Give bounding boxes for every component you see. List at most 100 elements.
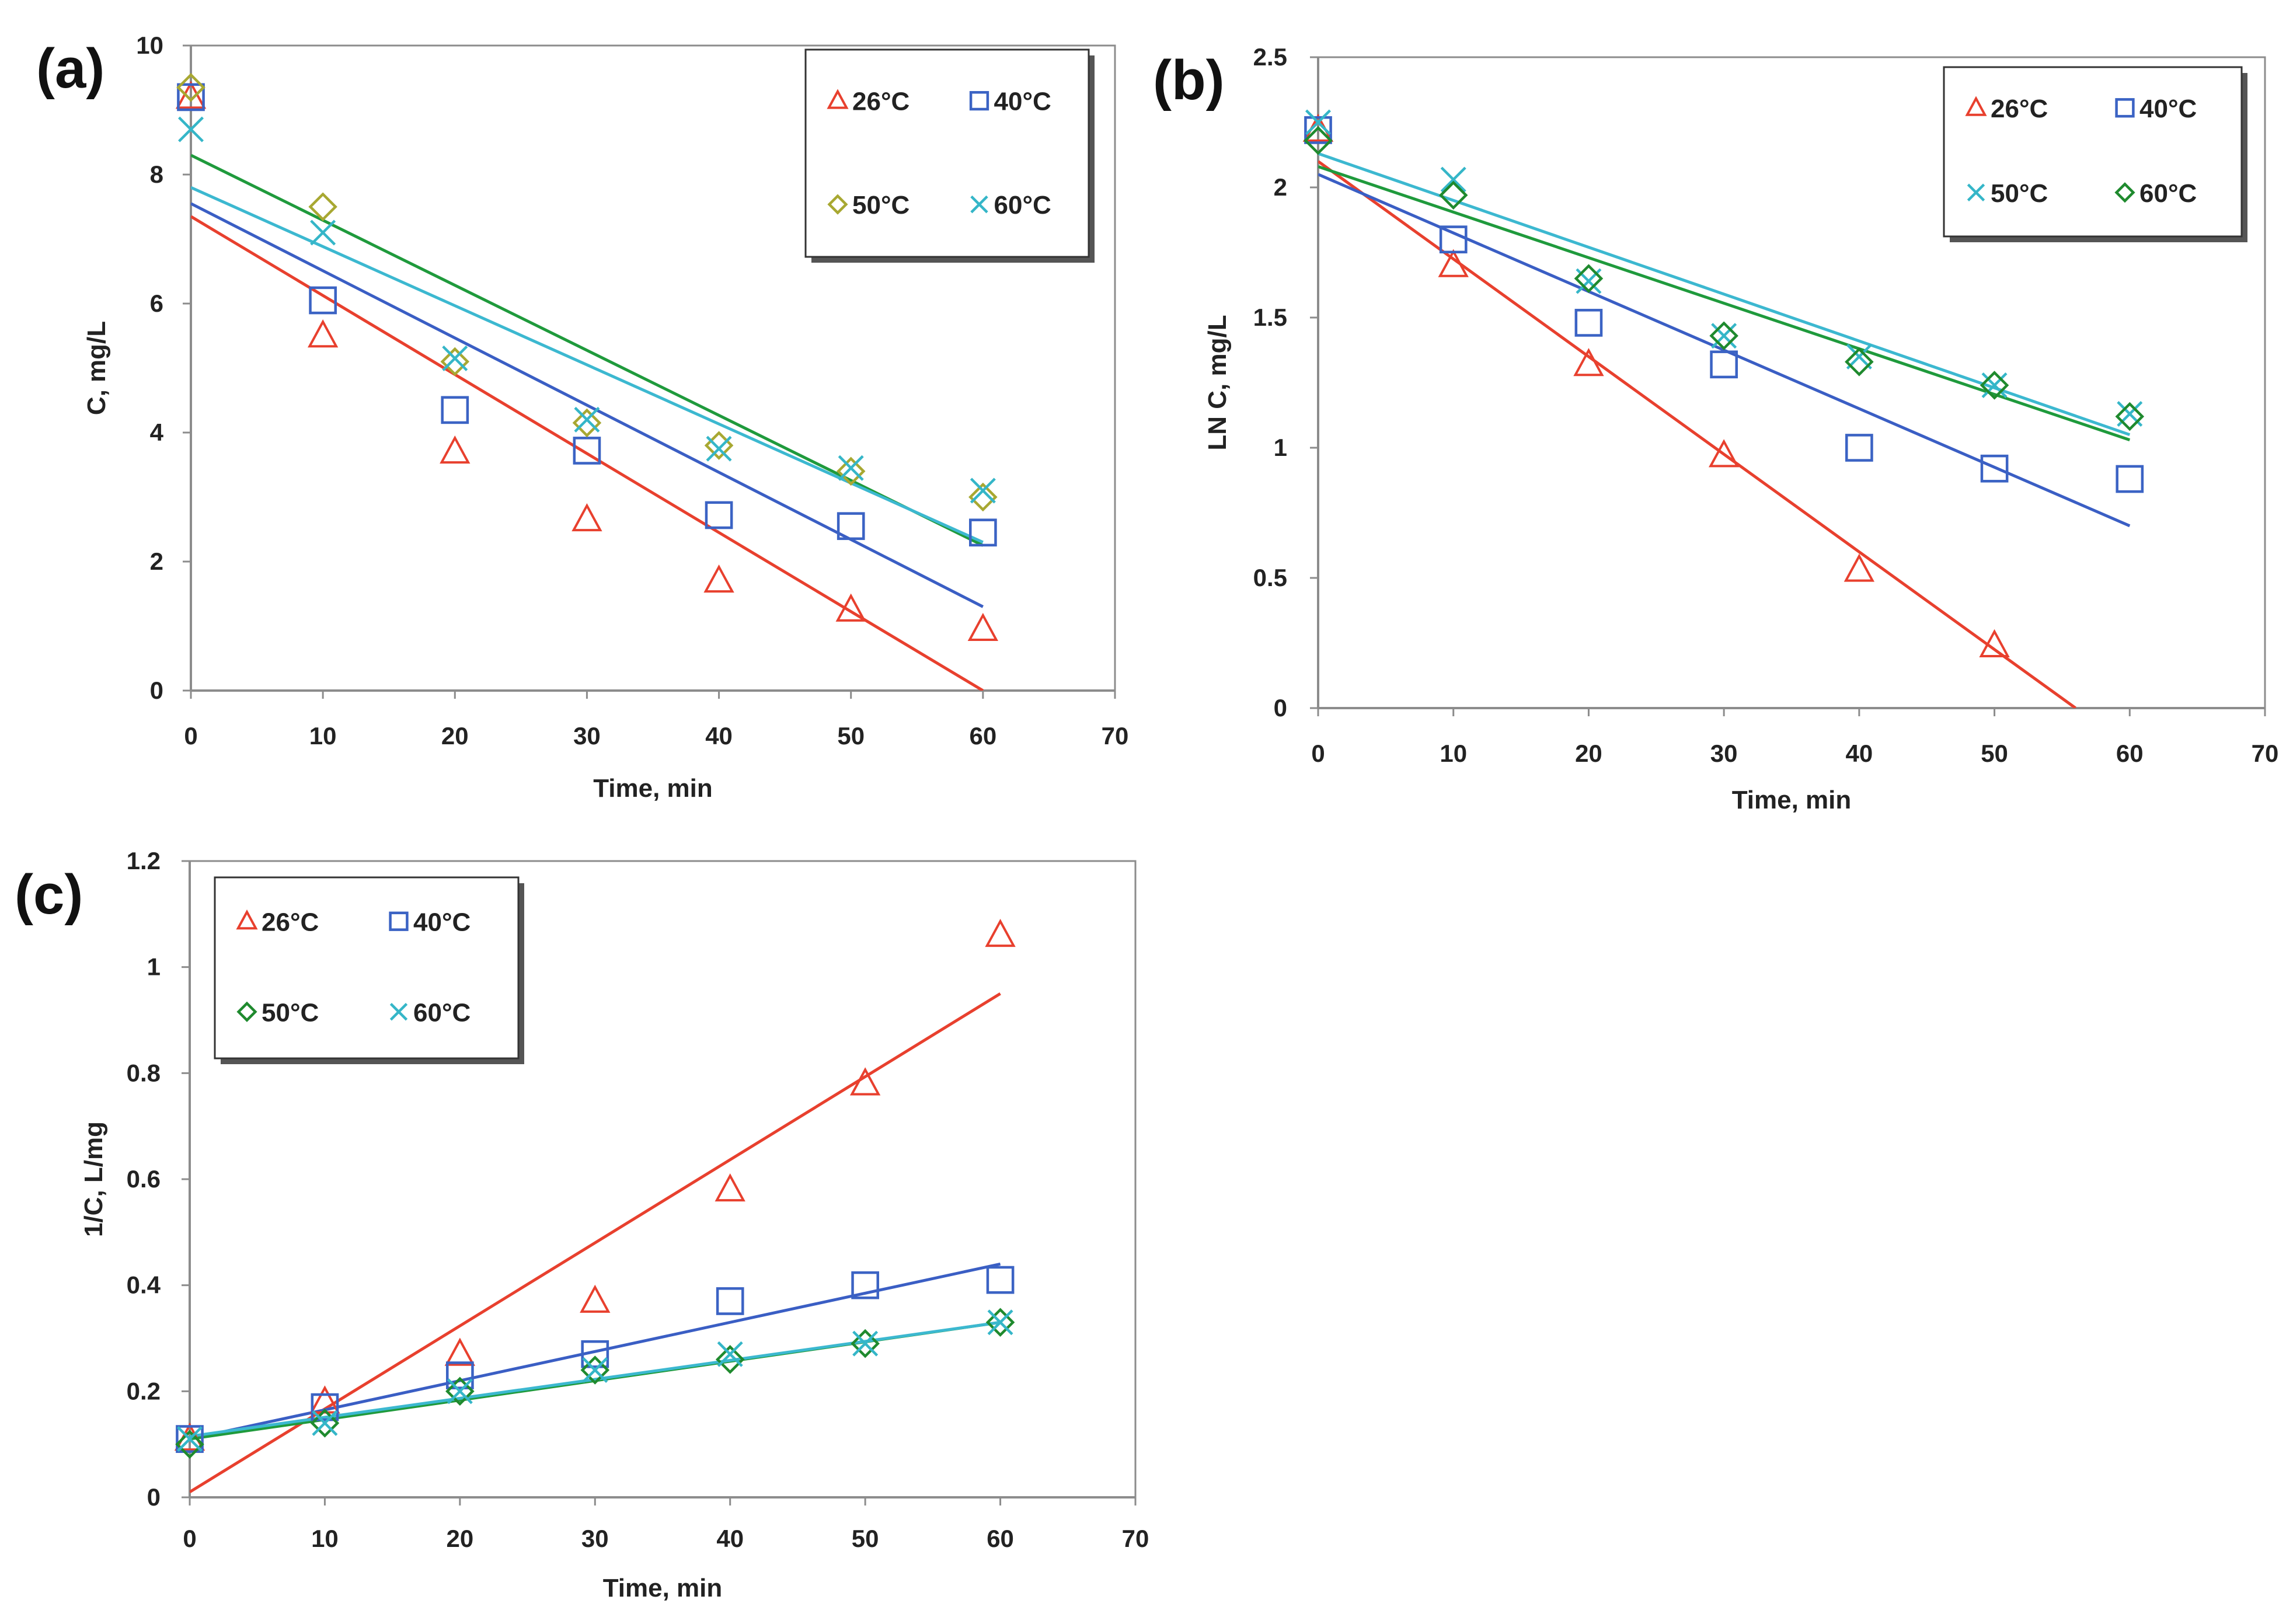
x-tick-label: 70: [1102, 722, 1129, 750]
legend-box: [1943, 66, 2243, 238]
x-tick-label: 50: [852, 1525, 879, 1552]
y-tick-label: 2.5: [1253, 43, 1287, 71]
data-point: [1981, 372, 2008, 398]
data-point: [1708, 439, 1740, 468]
y-tick-label: 2: [1274, 173, 1287, 201]
data-point: [446, 1361, 474, 1389]
data-point: [440, 435, 471, 464]
legend-marker: [1967, 183, 1985, 201]
legend-label: 40°C: [413, 908, 471, 936]
data-point: [176, 1425, 204, 1453]
x-tick-label: 40: [716, 1525, 744, 1552]
data-point: [581, 1340, 609, 1368]
y-tick-label: 1.5: [1253, 304, 1287, 331]
data-point: [1980, 454, 2009, 483]
fit-line-60c: [190, 1320, 1001, 1438]
legend-marker: [2114, 182, 2135, 203]
y-tick-label: 0: [147, 1483, 161, 1511]
data-point: [442, 345, 468, 371]
data-point: [1438, 249, 1469, 277]
x-tick-label: 30: [573, 722, 601, 750]
x-tick-label: 40: [1845, 740, 1873, 767]
legend: 26°C 40°C 50°C 60°C: [214, 876, 524, 1064]
data-point: [312, 1410, 338, 1436]
x-axis-title: Time, min: [593, 774, 713, 803]
legend-label: 40°C: [2139, 95, 2197, 123]
panel-label: (c): [15, 863, 83, 926]
legend-marker: [827, 194, 848, 215]
legend-label: 50°C: [1991, 179, 2048, 208]
x-axis-title: Time, min: [1732, 786, 1852, 814]
x-tick-label: 10: [309, 722, 337, 750]
series-40c: [1304, 116, 2144, 493]
y-tick-label: 0.2: [127, 1377, 161, 1405]
x-tick-label: 0: [184, 722, 197, 750]
data-point: [176, 73, 205, 102]
data-point: [572, 408, 602, 438]
data-point: [836, 456, 866, 486]
data-point: [969, 518, 997, 547]
series-26c: [175, 81, 999, 642]
series-60c: [1304, 126, 2145, 431]
data-point: [1711, 323, 1737, 349]
data-point: [573, 437, 601, 465]
data-point: [445, 1376, 475, 1406]
data-point: [2115, 402, 2145, 431]
y-axis-title: 1/C, L/mg: [79, 1121, 108, 1237]
data-point: [309, 1385, 340, 1414]
y-tick-label: 4: [150, 419, 164, 446]
y-tick-label: 1.2: [127, 847, 161, 874]
y-tick-label: 6: [150, 290, 163, 317]
data-point: [2116, 465, 2144, 493]
data-point: [177, 1426, 203, 1452]
data-point: [838, 455, 864, 481]
y-tick-label: 0: [1274, 694, 1287, 722]
legend-marker: [389, 1003, 408, 1021]
data-point: [968, 482, 998, 512]
data-point: [851, 1329, 880, 1358]
data-point: [705, 501, 733, 529]
x-tick-label: 50: [1981, 740, 2008, 767]
x-tick-label: 60: [969, 722, 996, 750]
legend-label: 26°C: [262, 908, 319, 936]
data-point: [580, 1284, 611, 1313]
y-tick-label: 8: [150, 161, 163, 188]
data-point: [1574, 309, 1603, 337]
series-50c: [175, 1308, 1015, 1459]
data-point: [1573, 348, 1604, 377]
y-tick-label: 2: [150, 548, 163, 575]
x-tick-label: 20: [1575, 740, 1602, 767]
x-tick-label: 60: [987, 1525, 1014, 1552]
legend-label: 50°C: [852, 191, 909, 219]
data-point: [985, 918, 1016, 947]
data-point: [986, 1266, 1015, 1294]
legend-marker: [827, 89, 849, 109]
data-point: [1846, 343, 1872, 370]
chart-panel-b: 0 10 20 30 40 50 60 70 0 0.5 1 1.5 2 2.5 Time, min LN C…: [1153, 43, 2278, 814]
y-tick-label: 0.4: [127, 1271, 161, 1299]
data-point: [444, 1337, 476, 1366]
x-axis-title: Time, min: [603, 1574, 723, 1602]
x-tick-label: 50: [837, 722, 865, 750]
fit-line-26c: [1318, 160, 2077, 708]
x-tick-label: 40: [705, 722, 733, 750]
y-tick-label: 1: [147, 953, 161, 981]
x-tick-label: 30: [581, 1525, 609, 1552]
legend-marker: [389, 911, 409, 931]
legend-label: 50°C: [262, 998, 319, 1027]
fit-line-60c: [1318, 165, 2131, 441]
data-point: [706, 435, 732, 462]
y-tick-label: 0.8: [127, 1059, 161, 1086]
data-point: [311, 1393, 339, 1421]
data-point: [851, 1271, 879, 1299]
data-point: [574, 406, 600, 433]
data-point: [837, 512, 865, 541]
legend-label: 26°C: [852, 88, 909, 116]
data-point: [447, 1378, 473, 1405]
data-point: [1439, 225, 1468, 254]
y-axis-title: C, mg/L: [82, 321, 111, 415]
data-point: [716, 1287, 744, 1315]
legend-box: [804, 48, 1090, 258]
fit-line-40c: [191, 202, 984, 608]
